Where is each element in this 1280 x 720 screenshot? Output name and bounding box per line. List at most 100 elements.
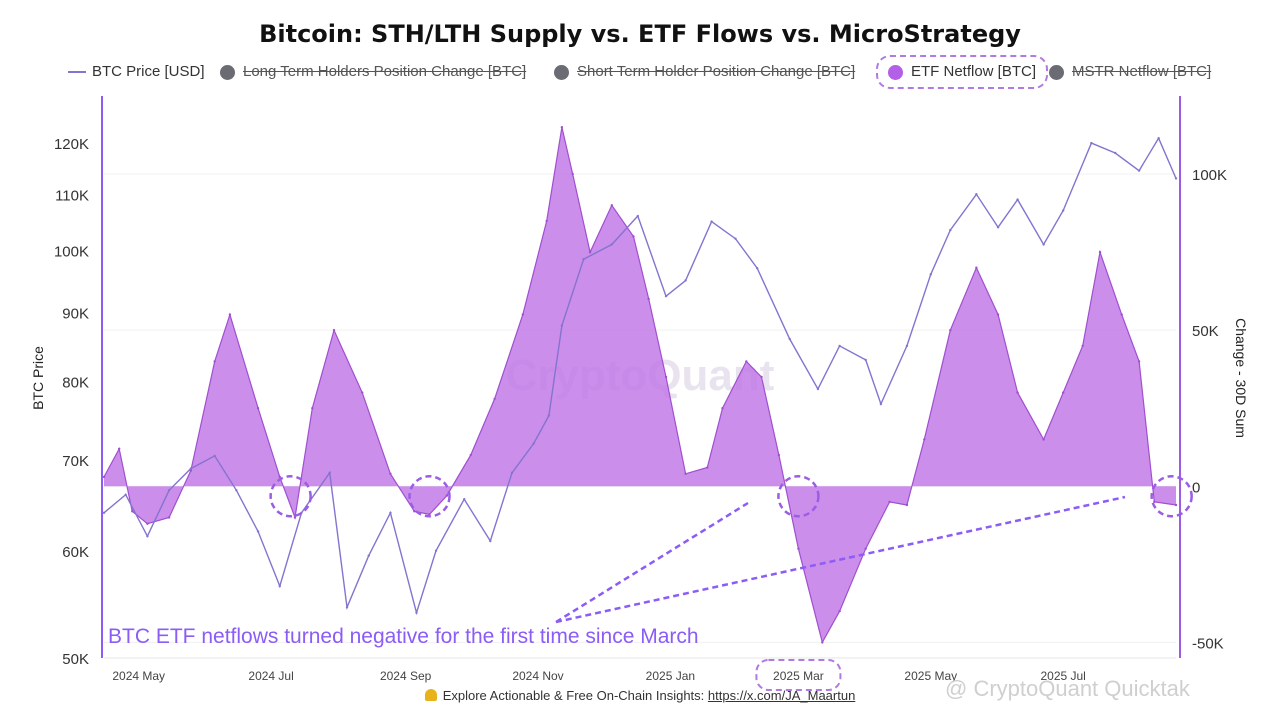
etf-point (923, 438, 926, 441)
etf-point (664, 375, 668, 379)
btc-price-point (1114, 151, 1117, 155)
etf-point (332, 328, 336, 332)
btc-price-point (415, 611, 418, 614)
etf-netflow-series (102, 126, 1178, 645)
btc-price-series (102, 136, 1178, 616)
highlight-circle (269, 475, 312, 518)
x-tick-label: 2024 Sep (380, 669, 432, 683)
chart-title: Bitcoin: STH/LTH Supply vs. ETF Flows vs… (259, 20, 1021, 48)
etf-point (949, 328, 952, 332)
y2-tick-label: 50K (1192, 323, 1219, 340)
btc-price-point (367, 554, 370, 557)
highlight-circle (777, 475, 820, 518)
btc-price-point (1090, 141, 1093, 145)
x-tick-label: 2025 Mar (773, 669, 824, 683)
etf-line (103, 127, 1177, 645)
legend-label: Short Term Holder Position Change [BTC] (577, 63, 856, 80)
etf-point (1098, 250, 1102, 254)
etf-point (632, 235, 635, 238)
x-tick-label: 2024 May (112, 669, 165, 683)
etf-point (721, 407, 724, 410)
btc-price-point (905, 344, 909, 348)
btc-price-point (755, 267, 759, 270)
btc-price-point (610, 243, 613, 246)
axes: 120K 110K 100K 90K 80K 70K 60K 50K 100K 50K 0 -50K 2… (54, 96, 1227, 691)
etf-point (1174, 503, 1178, 507)
etf-point (864, 547, 867, 550)
y-tick-label: 50K (62, 651, 89, 668)
etf-point (361, 391, 364, 394)
etf-point (905, 503, 909, 507)
etf-point (545, 219, 548, 223)
etf-point (1120, 313, 1123, 316)
footer: Explore Actionable & Free On-Chain Insig… (0, 688, 1280, 703)
btc-price-point (278, 584, 281, 588)
bell-icon (424, 689, 437, 701)
btc-price-line (103, 136, 1177, 616)
btc-price-point (213, 454, 216, 458)
etf-point (521, 313, 525, 316)
x-tick-label: 2024 Nov (512, 669, 563, 683)
btc-price-point (929, 273, 932, 276)
btc-price-point (664, 294, 668, 298)
circle-swatch-icon (220, 64, 235, 80)
legend-item-lth[interactable]: Long Term Holders Position Change [BTC] (220, 60, 526, 84)
etf-point (131, 510, 134, 513)
btc-price-point (734, 237, 737, 240)
btc-price-point (1061, 209, 1065, 212)
legend: BTC Price [USD] Long Term Holders Positi… (0, 55, 1280, 89)
legend-item-etf[interactable]: ETF Netflow [BTC] (876, 55, 1049, 89)
btc-price-point (189, 467, 193, 470)
legend-item-mstr[interactable]: MSTR Netflow [BTC] (1049, 60, 1211, 84)
btc-price-point (463, 497, 466, 501)
btc-price-point (560, 324, 564, 327)
etf-point (1081, 344, 1084, 347)
etf-point (1137, 360, 1141, 363)
circle-swatch-icon (888, 64, 903, 80)
btc-price-point (547, 414, 551, 417)
etf-point (777, 453, 781, 457)
etf-point (117, 447, 121, 451)
line-swatch-icon (68, 71, 86, 74)
etf-point (760, 375, 763, 379)
btc-price-point (489, 539, 492, 543)
legend-label: MSTR Netflow [BTC] (1072, 63, 1212, 80)
etf-point (413, 510, 416, 513)
y2-tick-label: -50K (1192, 635, 1224, 652)
btc-price-point (389, 511, 392, 515)
etf-point (228, 313, 232, 316)
y2-tick-label: 100K (1192, 167, 1227, 184)
etf-point (428, 513, 431, 516)
etf-point (1061, 391, 1065, 394)
etf-point (888, 500, 891, 504)
etf-point (1042, 438, 1045, 441)
x-tick-label: 2025 May (904, 669, 957, 683)
highlight-circle (408, 475, 451, 518)
legend-label: BTC Price [USD] (92, 63, 205, 80)
legend-item-btc-price[interactable]: BTC Price [USD] (68, 60, 205, 84)
etf-point (469, 453, 472, 457)
x-tick-label: 2024 Jul (248, 669, 293, 683)
etf-point (797, 547, 800, 550)
footer-link[interactable]: https://x.com/JA_Maartun (707, 688, 856, 703)
etf-point (311, 407, 314, 410)
etf-point (838, 609, 841, 613)
y-axis-label: BTC Price (30, 346, 46, 410)
x-tick-label: 2025 Jan (646, 669, 695, 683)
btc-price-point (167, 489, 171, 492)
y-tick-label: 70K (62, 453, 89, 470)
y-tick-label: 80K (62, 375, 89, 392)
legend-item-sth[interactable]: Short Term Holder Position Change [BTC] (554, 60, 855, 84)
highlight-circle (1150, 475, 1193, 518)
etf-point (560, 126, 564, 129)
btc-price-point (434, 549, 438, 552)
btc-price-point (146, 535, 149, 538)
pointer-line (555, 495, 1126, 624)
btc-price-point (532, 442, 535, 445)
annotation-text: BTC ETF netflows turned negative for the… (108, 625, 699, 648)
btc-price-point (1016, 198, 1019, 201)
btc-price-point (328, 471, 331, 475)
etf-point (706, 466, 709, 469)
y-tick-label: 110K (55, 187, 89, 204)
etf-point (167, 516, 171, 519)
